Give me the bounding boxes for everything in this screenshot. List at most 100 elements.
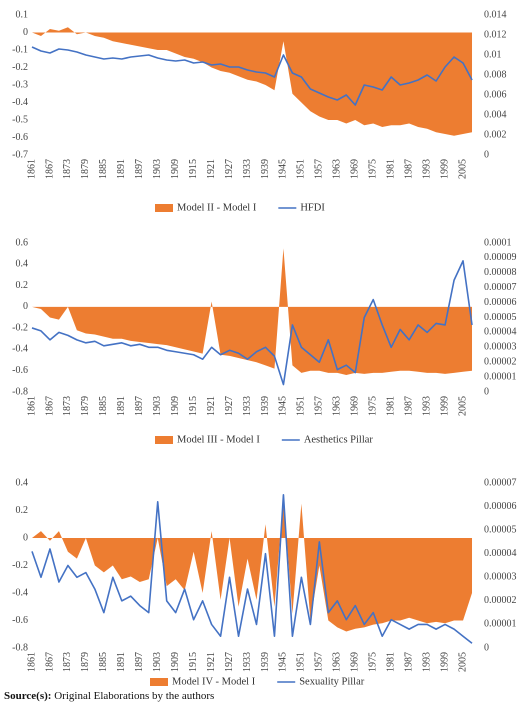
x-tick-label: 1945 [278,159,289,179]
x-tick-label: 1957 [314,159,325,179]
legend-swatch [150,678,168,686]
legend-label: Model III - Model I [177,434,260,445]
y2-tick-label: 0.00006 [484,501,517,512]
y-tick-label: 0.2 [16,505,29,516]
y2-tick-label: 0.002 [484,129,507,140]
y2-tick-label: 0.0001 [484,237,512,248]
x-tick-label: 1873 [62,396,73,416]
source-label: Source(s): [4,690,51,702]
x-tick-label: 1915 [188,652,199,672]
x-tick-label: 1945 [278,652,289,672]
y2-tick-label: 0.00008 [484,267,517,278]
x-tick-label: 1885 [98,396,109,416]
x-tick-label: 1903 [152,159,163,179]
x-tick-label: 1951 [296,396,307,416]
area [32,496,473,632]
legend-label: Sexuality Pillar [299,676,365,687]
legend: Model II - Model I HFDI [155,202,325,213]
x-tick-label: 1969 [350,159,361,179]
y-tick-label: 0.4 [16,259,29,270]
x-tick-label: 1891 [116,159,127,179]
x-tick-label: 1939 [260,159,271,179]
x-tick-label: 1927 [224,159,235,179]
y2-tick-label: 0.00003 [484,572,517,583]
x-tick-label: 1957 [314,396,325,416]
x-tick-label: 1861 [26,159,37,179]
x-tick-label: 1921 [206,396,217,416]
x-tick-label: 1939 [260,396,271,416]
legend-label: HFDI [300,202,325,213]
y2-tick-label: 0.00004 [484,548,517,559]
x-tick-label: 2005 [457,159,468,179]
y2-tick-label: 0.00005 [484,524,517,535]
line [31,46,473,106]
x-tick-label: 1987 [403,652,414,672]
x-tick-label: 1921 [206,159,217,179]
line [31,260,473,386]
legend-swatch [155,436,173,444]
x-tick-label: 2005 [457,396,468,416]
y-tick-label: -0.3 [12,79,28,90]
x-tick-label: 1963 [332,159,343,179]
y-tick-label: -0.2 [12,560,28,571]
legend: Model IV - Model I Sexuality Pillar [150,676,365,687]
x-tick-label: 1981 [385,652,396,672]
x-tick-label: 1981 [385,396,396,416]
legend-label: Model II - Model I [177,202,257,213]
y2-tick-label: 0.00001 [484,371,517,382]
y2-tick-label: 0.00007 [484,477,517,488]
y-tick-label: -0.2 [12,62,28,73]
legend-label: Model IV - Model I [172,676,256,687]
y2-tick-label: 0.008 [484,69,507,80]
x-tick-label: 1987 [403,396,414,416]
x-tick-label: 1999 [439,159,450,179]
x-tick-label: 1897 [134,396,145,416]
x-tick-label: 1915 [188,159,199,179]
x-tick-label: 1921 [206,652,217,672]
y-tick-label: -0.2 [12,322,28,333]
x-tick-label: 1891 [116,396,127,416]
legend: Model III - Model I Aesthetics Pillar [155,434,373,445]
y2-tick-label: 0.014 [484,9,507,20]
x-tick-label: 1951 [296,652,307,672]
x-tick-label: 1963 [332,396,343,416]
y2-tick-label: 0.00007 [484,282,517,293]
y2-tick-label: 0.00009 [484,252,517,263]
y2-tick-label: 0.00005 [484,312,517,323]
y-tick-label: 0.6 [16,237,29,248]
x-tick-label: 1879 [80,396,91,416]
y-tick-label: -0.5 [12,114,28,125]
x-tick-label: 1891 [116,652,127,672]
y-tick-label: 0 [23,301,28,312]
x-tick-label: 1897 [134,159,145,179]
area [32,27,473,136]
x-tick-label: 1999 [439,396,450,416]
x-tick-label: 1903 [152,652,163,672]
y-tick-label: -0.7 [12,149,28,160]
x-tick-label: 1993 [421,652,432,672]
x-tick-label: 2005 [457,652,468,672]
y-tick-label: -0.6 [12,365,28,376]
x-tick-label: 1945 [278,396,289,416]
x-tick-label: 1993 [421,396,432,416]
y-tick-label: -0.8 [12,642,28,653]
y2-tick-label: 0 [484,386,489,397]
y-tick-label: 0.1 [16,9,29,20]
x-tick-label: 1993 [421,159,432,179]
x-tick-label: 1981 [385,159,396,179]
x-tick-label: 1867 [44,159,55,179]
x-tick-label: 1987 [403,159,414,179]
x-tick-label: 1927 [224,396,235,416]
x-tick-label: 1915 [188,396,199,416]
y2-tick-label: 0.00002 [484,595,517,606]
x-tick-label: 1939 [260,652,271,672]
y-tick-label: 0.4 [16,477,29,488]
y-tick-label: 0 [23,27,28,38]
y-tick-label: -0.4 [12,344,28,355]
x-tick-label: 1975 [368,159,379,179]
x-tick-label: 1879 [80,159,91,179]
x-tick-label: 1951 [296,159,307,179]
y-tick-label: 0.2 [16,280,29,291]
x-tick-label: 1861 [26,396,37,416]
